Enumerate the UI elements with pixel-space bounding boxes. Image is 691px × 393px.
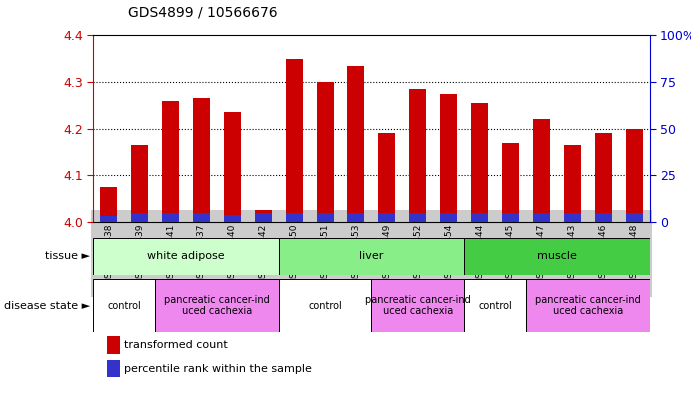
Bar <box>372 279 464 332</box>
Bar <box>155 279 278 332</box>
Bar <box>533 213 550 222</box>
Bar <box>255 213 272 222</box>
Bar <box>193 98 210 222</box>
Bar <box>464 279 526 332</box>
Bar <box>316 82 334 222</box>
Bar <box>471 213 488 222</box>
Bar <box>162 213 179 222</box>
Text: control: control <box>308 301 342 310</box>
Bar <box>409 89 426 222</box>
Bar <box>255 210 272 222</box>
Bar <box>131 145 148 222</box>
Bar <box>595 213 612 222</box>
Text: white adipose: white adipose <box>147 252 225 261</box>
Bar <box>564 145 580 222</box>
Bar <box>502 213 519 222</box>
Bar <box>348 66 364 222</box>
Bar <box>278 279 371 332</box>
Bar <box>93 238 278 275</box>
Bar <box>379 213 395 222</box>
Text: liver: liver <box>359 252 384 261</box>
Text: GDS4899 / 10566676: GDS4899 / 10566676 <box>128 6 278 20</box>
Bar <box>100 187 117 222</box>
Bar <box>440 94 457 222</box>
Bar <box>162 101 179 222</box>
Bar <box>285 59 303 222</box>
Bar <box>464 238 650 275</box>
Bar <box>193 213 210 222</box>
Bar <box>285 213 303 222</box>
Bar <box>224 112 241 222</box>
Bar <box>625 213 643 222</box>
Bar <box>224 215 241 222</box>
Bar <box>564 213 580 222</box>
Bar <box>526 279 650 332</box>
Bar <box>131 213 148 222</box>
Text: control: control <box>107 301 141 310</box>
Bar <box>348 213 364 222</box>
Bar <box>93 279 155 332</box>
Bar <box>533 119 550 222</box>
Text: percentile rank within the sample: percentile rank within the sample <box>124 364 312 374</box>
Text: pancreatic cancer-ind
uced cachexia: pancreatic cancer-ind uced cachexia <box>535 295 641 316</box>
Text: pancreatic cancer-ind
uced cachexia: pancreatic cancer-ind uced cachexia <box>164 295 269 316</box>
Bar <box>379 133 395 222</box>
Bar <box>100 217 117 222</box>
Bar <box>278 238 464 275</box>
Text: control: control <box>478 301 512 310</box>
Bar <box>440 213 457 222</box>
Bar <box>625 129 643 222</box>
Text: disease state ►: disease state ► <box>3 301 90 310</box>
Bar <box>409 213 426 222</box>
Text: tissue ►: tissue ► <box>45 252 90 261</box>
Text: transformed count: transformed count <box>124 340 228 350</box>
Text: muscle: muscle <box>537 252 577 261</box>
Bar <box>316 213 334 222</box>
Bar <box>471 103 488 222</box>
Text: pancreatic cancer-ind
uced cachexia: pancreatic cancer-ind uced cachexia <box>365 295 471 316</box>
Bar <box>502 143 519 222</box>
Bar <box>595 133 612 222</box>
